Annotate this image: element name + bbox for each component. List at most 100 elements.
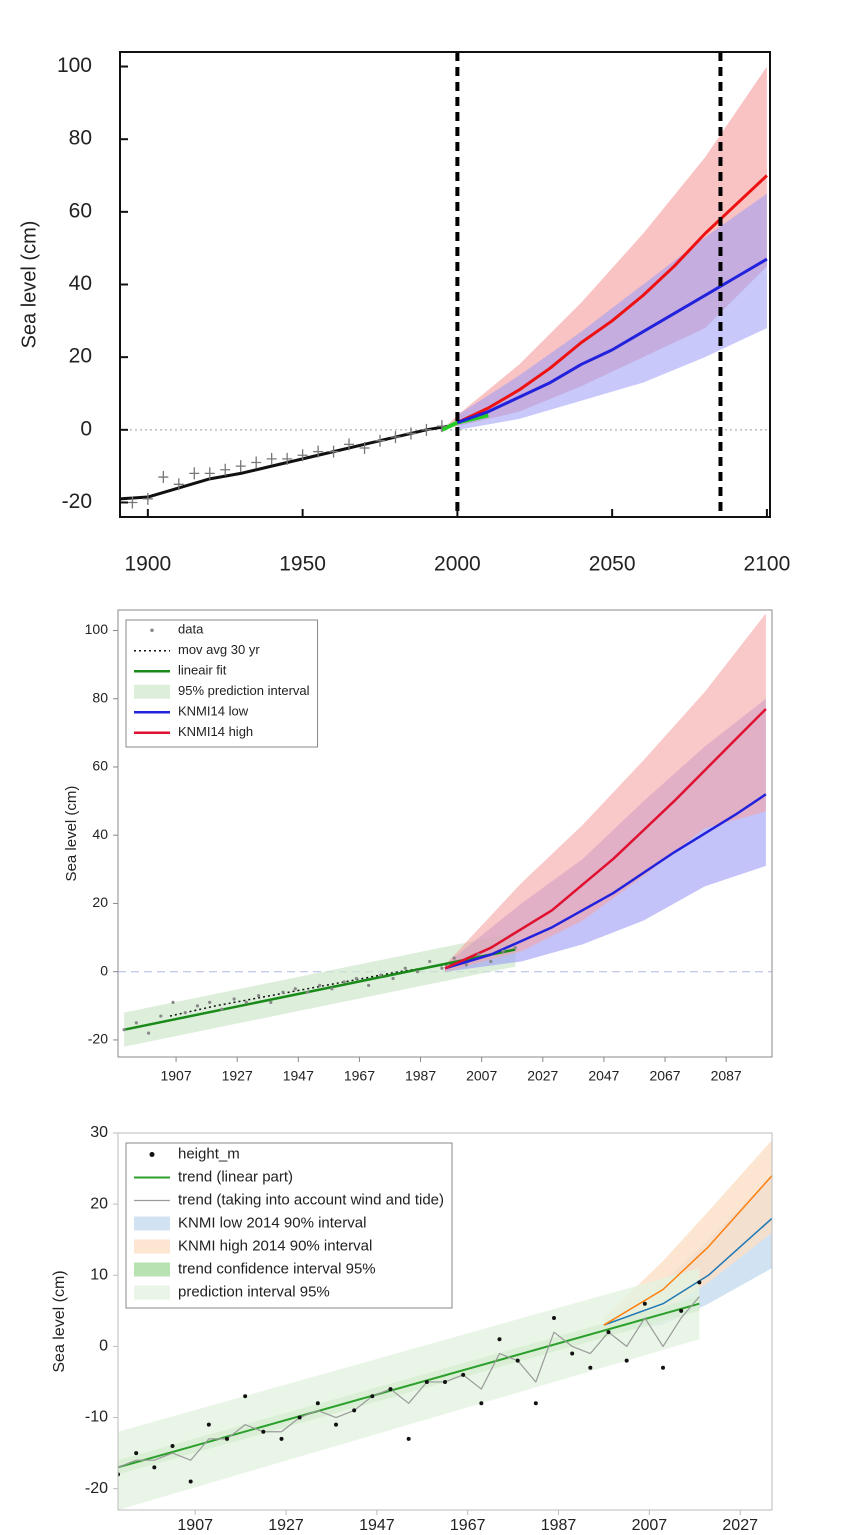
point xyxy=(391,976,395,981)
y-tick-label: 60 xyxy=(69,199,92,222)
point xyxy=(403,966,407,970)
point xyxy=(127,496,138,509)
legend-label: KNMI14 low xyxy=(178,704,249,719)
line xyxy=(456,257,768,424)
point xyxy=(642,1301,647,1306)
point xyxy=(170,1443,175,1448)
point xyxy=(315,1401,320,1406)
legend-swatch xyxy=(134,1216,170,1231)
x-tick-label: 2007 xyxy=(632,1517,668,1534)
point xyxy=(318,983,322,987)
point xyxy=(359,441,370,454)
point xyxy=(142,492,153,505)
point xyxy=(235,460,246,473)
legend-label: data xyxy=(178,622,204,637)
x-tick-label: 1950 xyxy=(279,553,326,576)
y-tick-label: 0 xyxy=(99,1338,108,1355)
point xyxy=(266,452,277,465)
point xyxy=(421,423,432,436)
x-tick-label: 1907 xyxy=(177,1517,213,1534)
point xyxy=(352,1408,357,1413)
x-tick-label: 1967 xyxy=(344,1068,375,1084)
point xyxy=(279,1436,284,1441)
y-tick-label: 0 xyxy=(80,417,92,440)
point xyxy=(244,1000,248,1005)
y-tick-label: 10 xyxy=(90,1266,108,1283)
point xyxy=(134,1451,139,1456)
line xyxy=(444,708,767,970)
point xyxy=(390,431,401,444)
legend-swatch xyxy=(134,684,170,699)
point xyxy=(220,463,231,476)
point xyxy=(461,1372,466,1377)
y-tick-label: 20 xyxy=(92,894,108,910)
point xyxy=(328,445,339,458)
point xyxy=(533,1401,538,1406)
y-tick-label: 100 xyxy=(85,621,109,637)
point xyxy=(251,456,262,469)
point xyxy=(189,467,200,480)
point xyxy=(344,438,355,451)
legend-label: lineair fit xyxy=(178,663,227,678)
point xyxy=(183,1011,187,1015)
point xyxy=(195,1004,200,1008)
legend-label: height_m xyxy=(178,1145,240,1162)
line xyxy=(444,793,767,970)
point xyxy=(570,1351,575,1356)
point xyxy=(552,1315,556,1320)
legend-label: prediction interval 95% xyxy=(178,1283,330,1300)
point xyxy=(588,1365,593,1370)
x-tick-label: 1927 xyxy=(268,1517,304,1534)
legend-swatch xyxy=(134,1285,170,1300)
y-tick-label: -20 xyxy=(85,1480,108,1497)
y-axis-label: Sea level (cm) xyxy=(63,786,80,882)
x-tick-label: 2050 xyxy=(589,553,636,576)
legend-label: KNMI14 high xyxy=(178,724,253,739)
point xyxy=(366,983,371,987)
point xyxy=(225,1436,229,1441)
legend-swatch xyxy=(134,1262,170,1277)
point xyxy=(171,1000,175,1005)
y-axis-label: Sea level (cm) xyxy=(51,1270,68,1372)
point xyxy=(624,1358,629,1363)
y-tick-label: 100 xyxy=(57,54,92,77)
line xyxy=(118,1302,700,1469)
plot-frame xyxy=(117,609,773,1058)
legend-label: mov avg 30 yr xyxy=(178,642,260,657)
point xyxy=(297,1415,302,1420)
legend-box xyxy=(125,1142,453,1309)
y-tick-label: 80 xyxy=(69,127,92,150)
point xyxy=(606,1330,611,1335)
x-tick-label: 2087 xyxy=(711,1068,742,1084)
point xyxy=(501,949,505,953)
band xyxy=(457,193,767,430)
point xyxy=(122,1028,126,1032)
point xyxy=(282,452,293,465)
legend-swatch xyxy=(134,1239,170,1254)
point xyxy=(256,993,261,998)
point xyxy=(479,1401,484,1406)
legend-label: 95% prediction interval xyxy=(178,683,310,698)
point xyxy=(464,963,468,967)
point xyxy=(305,990,310,994)
y-tick-label: 20 xyxy=(69,345,92,368)
point xyxy=(188,1479,193,1484)
point xyxy=(375,434,385,447)
point xyxy=(697,1280,702,1285)
band xyxy=(445,613,766,972)
point xyxy=(354,976,358,981)
x-tick-label: 2067 xyxy=(649,1068,680,1084)
legend-label: KNMI high 2014 90% interval xyxy=(178,1237,372,1254)
point xyxy=(513,946,517,950)
y-tick-label: 40 xyxy=(92,826,108,842)
point xyxy=(208,1000,212,1005)
plot-area xyxy=(120,66,770,509)
point xyxy=(661,1365,665,1370)
point xyxy=(497,1337,502,1342)
x-tick-label: 1987 xyxy=(541,1517,577,1534)
line xyxy=(118,1296,700,1468)
y-axis-label: Sea level (cm) xyxy=(18,221,40,349)
point xyxy=(134,1021,138,1025)
